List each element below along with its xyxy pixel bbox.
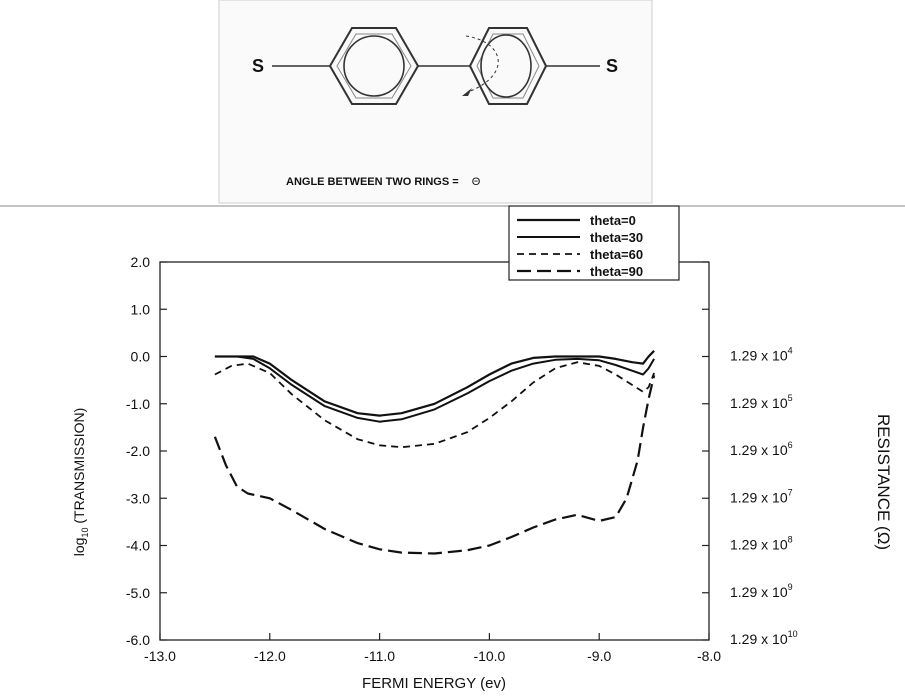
y-tick-label: -6.0	[126, 632, 150, 648]
legend-label: theta=90	[590, 264, 643, 279]
right-tick-label: 1.29 x 1010	[730, 629, 798, 647]
right-tick-label: 1.29 x 109	[730, 582, 793, 600]
right-tick-exponent: 5	[788, 393, 793, 403]
legend: theta=0 theta=30 theta=60 theta=90	[508, 205, 680, 281]
y-axis-title-sub: 10	[80, 528, 90, 538]
series-lines	[213, 350, 656, 555]
right-tick-exponent: 7	[788, 487, 793, 497]
right-tick-base: 1.29 x 10	[730, 395, 788, 411]
right-tick-base: 1.29 x 10	[730, 537, 788, 553]
left-benzene-ring	[328, 27, 420, 105]
x-axis-title: FERMI ENERGY (ev)	[362, 675, 506, 692]
y-tick-label: 1.0	[131, 301, 151, 317]
right-tick-exponent: 6	[788, 440, 793, 450]
legend-label: theta=0	[590, 213, 636, 228]
y-axis-title-prefix: log	[71, 538, 87, 557]
x-tick-label: -8.0	[697, 648, 721, 664]
right-benzene-ring	[468, 27, 548, 105]
y-tick-label: -4.0	[126, 538, 150, 554]
plot-frame	[159, 261, 710, 641]
y-axis-title: log10 (TRANSMISSION)	[71, 408, 90, 556]
right-tick-label: 1.29 x 104	[730, 346, 793, 364]
left-sulfur-label: S	[252, 56, 264, 76]
series-line-theta-0	[214, 350, 655, 417]
left-aromatic-circle	[343, 35, 405, 97]
x-tick-label: -9.0	[587, 648, 611, 664]
right-tick-exponent: 8	[788, 535, 793, 545]
right-tick-label: 1.29 x 107	[730, 487, 793, 505]
legend-label: theta=30	[590, 230, 643, 245]
left-ring-inner	[336, 33, 412, 99]
y-tick-label: 0.0	[131, 349, 151, 365]
right-tick-base: 1.29 x 10	[730, 442, 788, 458]
x-tick-label: -12.0	[254, 648, 286, 664]
right-tick-exponent: 10	[788, 629, 798, 639]
rotation-arrowhead	[462, 88, 472, 96]
right-sulfur-label: S	[606, 56, 618, 76]
right-tick-label: 1.29 x 108	[730, 535, 793, 553]
x-tick-label: -11.0	[364, 648, 395, 664]
caption-symbol: Θ	[472, 176, 481, 188]
right-tick-exponent: 9	[788, 582, 793, 592]
series-line-theta-30	[214, 355, 655, 423]
right-ring-inner	[476, 33, 540, 99]
ring-angle-caption: ANGLE BETWEEN TWO RINGS = Θ	[286, 176, 481, 188]
right-tick-base: 1.29 x 10	[730, 631, 788, 647]
x-tick-label: -13.0	[144, 648, 176, 664]
y-axis-title-rest: (TRANSMISSION)	[71, 408, 87, 528]
series-line-theta-90	[213, 375, 656, 555]
right-axis-title: RESISTANCE (Ω)	[874, 414, 893, 550]
legend-label: theta=60	[590, 247, 643, 262]
y-tick-label: -1.0	[126, 396, 150, 412]
right-tick-base: 1.29 x 10	[730, 348, 788, 364]
x-tick-label: -10.0	[473, 648, 505, 664]
right-tick-label: 1.29 x 106	[730, 440, 793, 458]
series-line-theta-60	[214, 361, 655, 449]
caption-label: ANGLE BETWEEN TWO RINGS =	[286, 176, 459, 188]
molecule-panel	[218, 0, 653, 204]
y-tick-label: -5.0	[126, 585, 150, 601]
y-ticks: 2.0 1.0 0.0 -1.0 -2.0 -3.0 -4.0 -5.0 -6.0	[126, 254, 709, 648]
molecule-diagram: S S ANGLE BETWEEN TWO RINGS = Θ	[218, 0, 653, 204]
transmission-chart: -13.0 -12.0 -11.0 -10.0 -9.0 -8.0 2.0 1.0 0.0 -1…	[71, 205, 893, 692]
rotation-arrow	[465, 35, 499, 93]
x-ticks: -13.0 -12.0 -11.0 -10.0 -9.0 -8.0	[144, 633, 721, 664]
right-tick-base: 1.29 x 10	[730, 489, 788, 505]
legend-box	[508, 205, 680, 281]
y-tick-label: 2.0	[131, 254, 151, 270]
right-aromatic-circle	[480, 34, 532, 98]
right-tick-base: 1.29 x 10	[730, 584, 788, 600]
y-tick-label: -3.0	[126, 490, 150, 506]
right-tick-label: 1.29 x 105	[730, 393, 793, 411]
right-tick-exponent: 4	[788, 346, 793, 356]
y-tick-label: -2.0	[126, 443, 150, 459]
